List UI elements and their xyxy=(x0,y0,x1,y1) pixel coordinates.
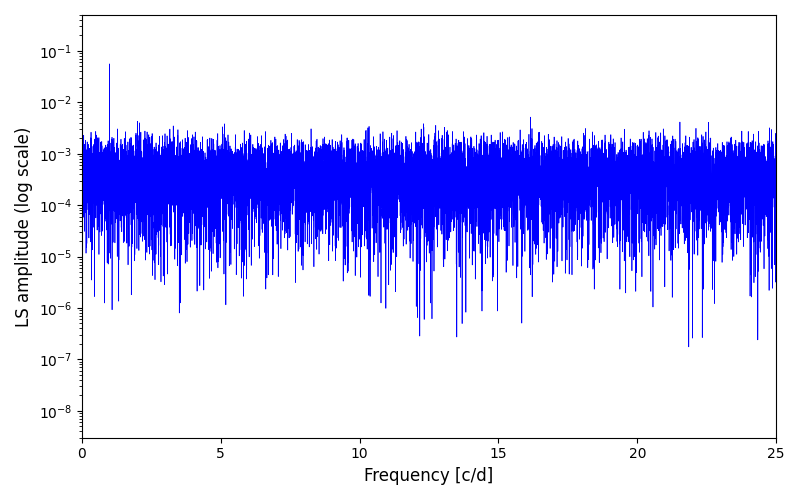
X-axis label: Frequency [c/d]: Frequency [c/d] xyxy=(364,467,494,485)
Y-axis label: LS amplitude (log scale): LS amplitude (log scale) xyxy=(15,126,33,326)
